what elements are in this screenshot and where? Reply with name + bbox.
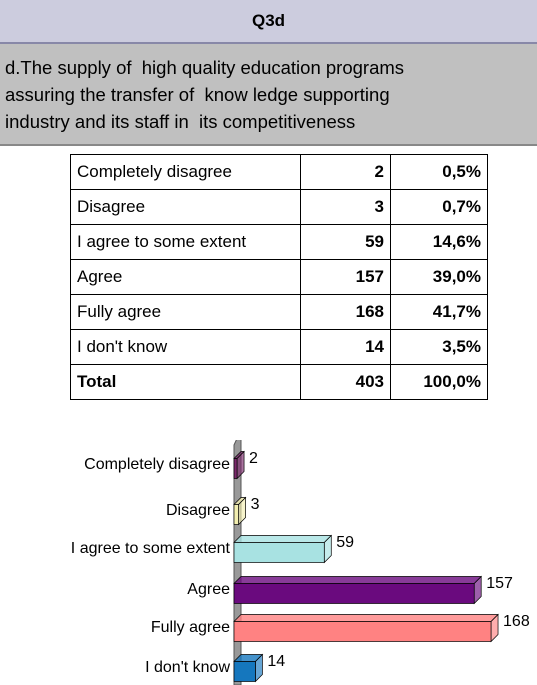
data-label: 2 bbox=[249, 450, 258, 467]
table-cell: 168 bbox=[300, 294, 391, 330]
table-cell: 100,0% bbox=[390, 364, 488, 400]
bar-top bbox=[233, 535, 333, 543]
table-row: Fully agree 168 41,7% bbox=[70, 294, 488, 330]
bar bbox=[233, 458, 238, 479]
table-cell: 14 bbox=[300, 329, 391, 365]
table-cell: I don't know bbox=[70, 329, 301, 365]
table-cell: Agree bbox=[70, 259, 301, 295]
data-label: 3 bbox=[251, 496, 260, 513]
table-cell: 14,6% bbox=[390, 224, 488, 260]
table-cell: I agree to some extent bbox=[70, 224, 301, 260]
table-cell: 403 bbox=[300, 364, 391, 400]
bar bbox=[233, 504, 239, 525]
table-row: I agree to some extent 59 14,6% bbox=[70, 224, 488, 260]
question-line: assuring the transfer of know ledge supp… bbox=[5, 84, 390, 105]
table-row: Disagree 3 0,7% bbox=[70, 189, 488, 225]
bar-top bbox=[233, 576, 483, 584]
bar-top bbox=[233, 614, 499, 622]
table-cell: 59 bbox=[300, 224, 391, 260]
header-title: Q3d bbox=[0, 0, 537, 44]
table-cell: Total bbox=[70, 364, 301, 400]
question-line: industry and its staff in its competitiv… bbox=[5, 111, 356, 132]
category-label: Agree bbox=[187, 581, 230, 598]
table-row: Completely disagree 2 0,5% bbox=[70, 154, 488, 190]
table-cell: 0,7% bbox=[390, 189, 488, 225]
question: d.The supply of high quality education p… bbox=[0, 44, 537, 146]
table-cell: 2 bbox=[300, 154, 391, 190]
category-label: Disagree bbox=[166, 502, 230, 519]
category-label: I agree to some extent bbox=[71, 540, 231, 557]
category-label: Completely disagree bbox=[84, 456, 230, 473]
table-cell: Disagree bbox=[70, 189, 301, 225]
table: Completely disagree 2 0,5% Disagree 3 0,7% I a… bbox=[70, 154, 488, 400]
table-cell: 157 bbox=[300, 259, 391, 295]
bar bbox=[233, 542, 325, 563]
table-row: Agree 157 39,0% bbox=[70, 259, 488, 295]
question-line: d.The supply of high quality education p… bbox=[5, 57, 405, 78]
data-label: 168 bbox=[503, 613, 530, 630]
table-cell: 39,0% bbox=[390, 259, 488, 295]
table-row: I don't know 14 3,5% bbox=[70, 329, 488, 365]
bar bbox=[233, 661, 256, 682]
data-label: 59 bbox=[336, 534, 354, 551]
table-cell: 3 bbox=[300, 189, 391, 225]
data-label: 14 bbox=[267, 653, 285, 670]
bar bbox=[233, 621, 492, 642]
table-row: Total 403 100,0% bbox=[70, 364, 488, 400]
data-label: 157 bbox=[486, 575, 513, 592]
table-cell: 3,5% bbox=[390, 329, 488, 365]
category-label: Fully agree bbox=[151, 619, 230, 636]
table-cell: Fully agree bbox=[70, 294, 301, 330]
table-cell: 41,7% bbox=[390, 294, 488, 330]
chart: Completely disagree 2 Disagree 3 I agree to … bbox=[71, 440, 530, 685]
category-label: I don't know bbox=[145, 659, 230, 676]
bar bbox=[233, 583, 475, 604]
table-cell: Completely disagree bbox=[70, 154, 301, 190]
table-cell: 0,5% bbox=[390, 154, 488, 190]
